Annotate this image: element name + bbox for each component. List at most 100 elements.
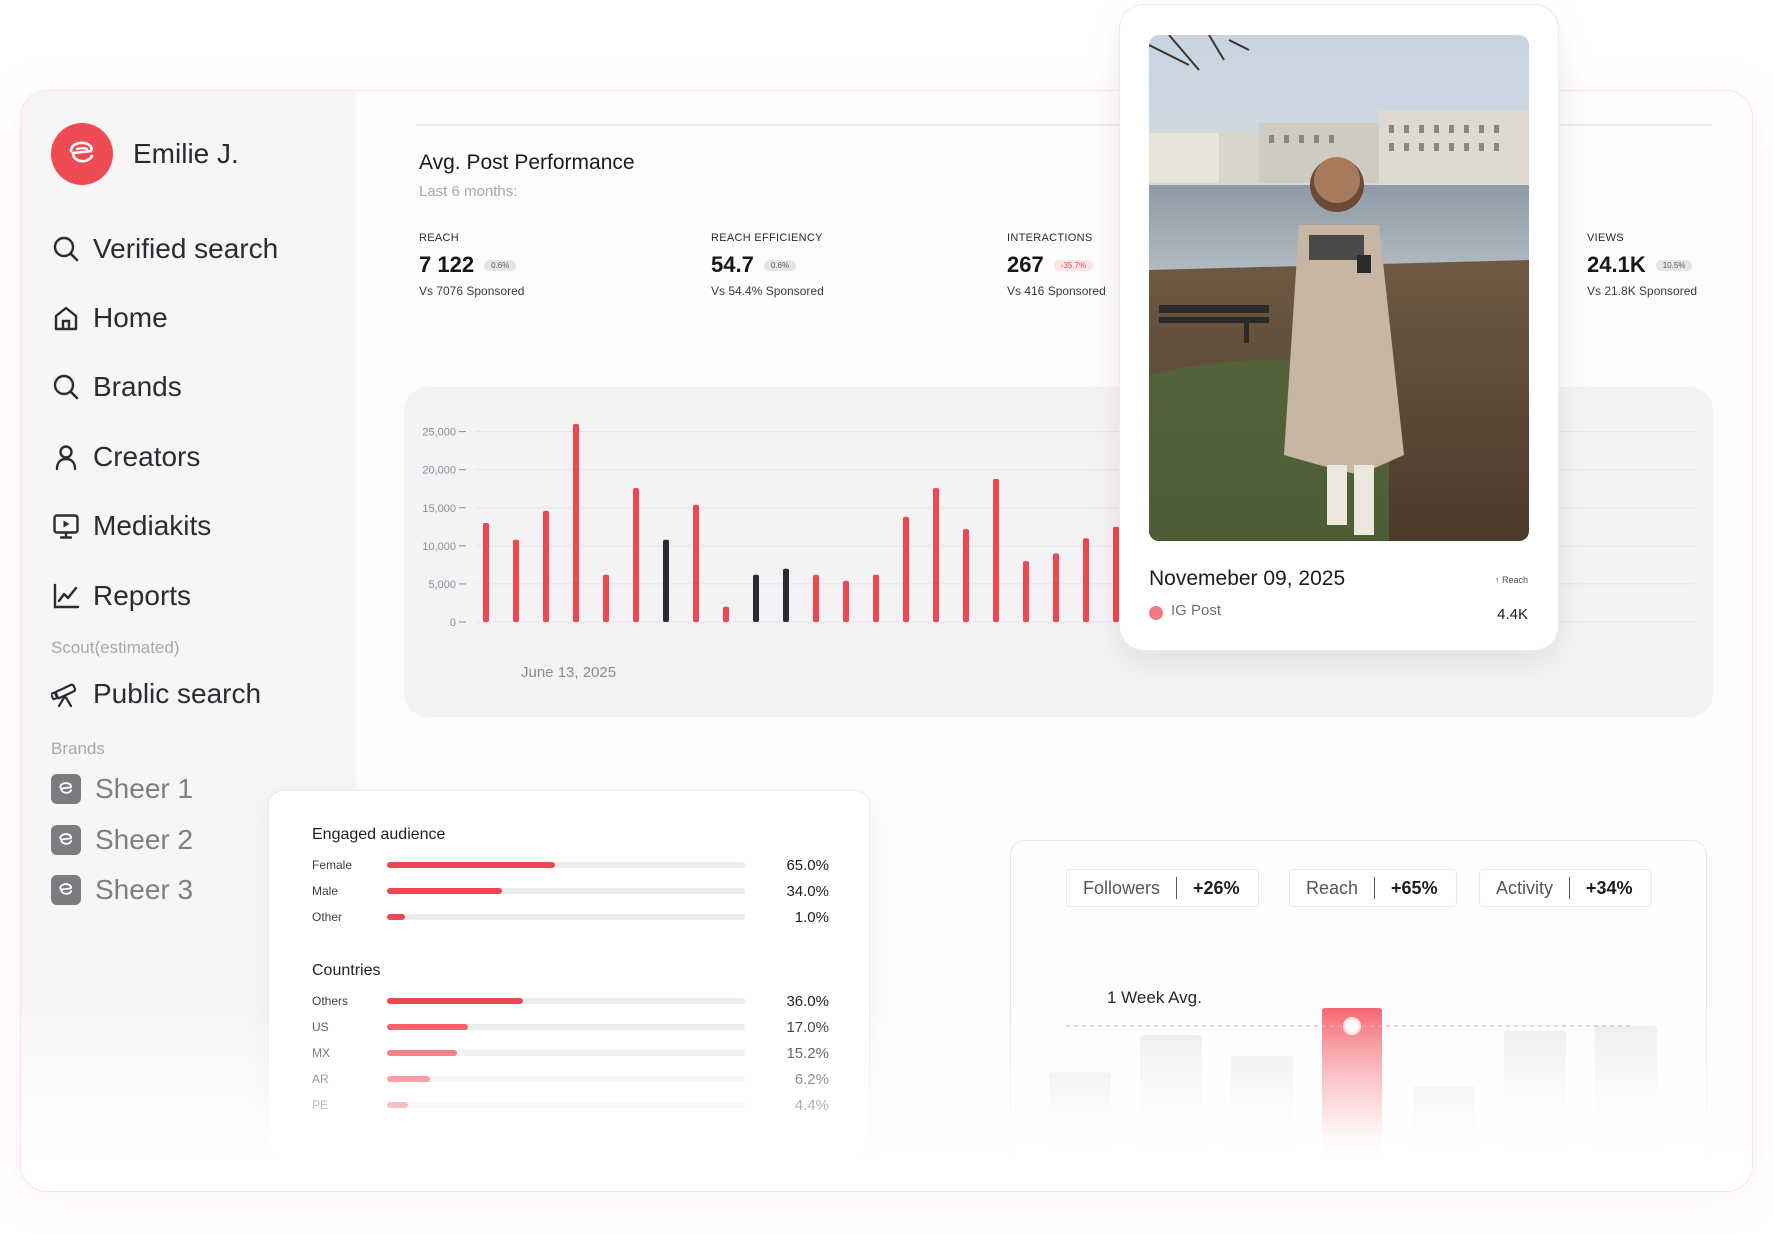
pill-value: +34% [1586, 877, 1633, 898]
chart-bar[interactable] [753, 574, 759, 622]
progress-track [387, 1024, 745, 1030]
countries-title: Countries [312, 962, 381, 979]
progress-track [387, 888, 745, 894]
post-photo[interactable] [1149, 35, 1529, 541]
chart-bar[interactable] [633, 487, 639, 622]
metric-interactions: INTERACTIONS 267 -35.7% Vs 416 Sponsored [1007, 232, 1106, 298]
nav-item-reports[interactable]: Reports [51, 561, 278, 630]
week-bar[interactable] [1231, 1056, 1293, 1176]
chart-bar[interactable] [933, 487, 939, 622]
brand-label: Sheer 3 [95, 874, 194, 906]
nav-item-home[interactable]: Home [51, 283, 278, 352]
brand-logo-icon [51, 774, 81, 805]
country-row: PE 4.4% [312, 1095, 832, 1115]
reach-pill[interactable]: Reach +65% [1289, 869, 1457, 907]
pill-value: +26% [1193, 877, 1240, 898]
audience-percent: 65.0% [786, 856, 829, 874]
chart-bar[interactable] [1023, 561, 1029, 622]
home-icon [51, 303, 81, 333]
country-label: Others [312, 994, 349, 1008]
logo-icon [69, 141, 94, 163]
country-label: PE [312, 1098, 329, 1112]
metric-label: REACH EFFICIENCY [711, 232, 823, 244]
post-card[interactable]: Novemeber 09, 2025 ↑ Reach IG Post 4.4K [1120, 5, 1558, 650]
post-type: IG Post [1171, 602, 1222, 619]
country-label: US [312, 1020, 329, 1034]
week-bar[interactable] [1140, 1035, 1202, 1176]
country-percent: 4.4% [794, 1096, 829, 1114]
metric-reach: REACH 7 122 0.6% Vs 7076 Sponsored [419, 232, 524, 298]
pill-divider [1176, 877, 1178, 899]
week-bar[interactable] [1413, 1086, 1475, 1176]
country-row: AR 6.2% [312, 1069, 832, 1089]
week-bar[interactable] [1504, 1030, 1566, 1177]
progress-track [387, 862, 745, 868]
audience-card: Engaged audience Female 65.0% Male 34.0%… [269, 791, 869, 1161]
post-type-dot-icon [1149, 606, 1163, 620]
post-date: Novemeber 09, 2025 [1149, 567, 1346, 590]
followers-pill[interactable]: Followers +26% [1066, 869, 1259, 907]
nav-item-brands[interactable]: Brands [51, 353, 278, 422]
progress-fill [387, 888, 502, 894]
average-marker-dot [1346, 1020, 1358, 1032]
brand-item[interactable]: Sheer 3 [51, 865, 193, 916]
nav-item-public-search[interactable]: Public search [51, 659, 261, 728]
chart-bar[interactable] [813, 574, 819, 622]
audience-row: Male 34.0% [312, 881, 832, 901]
metric-comparison: Vs 21.8K Sponsored [1587, 284, 1698, 298]
chart-bar[interactable] [843, 580, 849, 622]
chart-bar[interactable] [873, 574, 879, 622]
nav-label: Creators [93, 440, 201, 472]
activity-pill[interactable]: Activity +34% [1479, 869, 1652, 907]
progress-track [387, 914, 745, 920]
nav-item-creators[interactable]: Creators [51, 422, 278, 491]
chart-bar[interactable] [963, 529, 969, 622]
audience-label: Male [312, 884, 339, 898]
scout-section-label: Scout(estimated) [51, 638, 180, 657]
profile[interactable]: Emilie J. [51, 123, 239, 185]
nav-label: Verified search [93, 232, 279, 264]
metric-comparison: Vs 54.4% Sponsored [711, 284, 824, 298]
progress-fill [387, 914, 405, 920]
progress-track [387, 998, 745, 1004]
brands-section-label: Brands [51, 739, 105, 758]
week-bar[interactable] [1049, 1072, 1111, 1177]
audience-percent: 1.0% [794, 908, 829, 926]
progress-fill [387, 998, 524, 1004]
chart-bar[interactable] [1053, 553, 1059, 622]
chart-bar[interactable] [603, 574, 609, 622]
chart-bar[interactable] [1083, 538, 1089, 622]
y-tick-label: 25,000 [422, 427, 456, 439]
week-bar[interactable] [1595, 1026, 1657, 1176]
pill-divider [1374, 877, 1376, 899]
section-title: Avg. Post Performance [419, 151, 635, 174]
country-percent: 17.0% [786, 1018, 829, 1036]
chart-bar[interactable] [723, 606, 729, 622]
chart-bar[interactable] [993, 478, 999, 622]
pill-label: Reach [1306, 877, 1359, 898]
chart-bar[interactable] [543, 510, 549, 622]
brand-item[interactable]: Sheer 1 [51, 764, 193, 815]
chart-bar[interactable] [513, 539, 519, 622]
nav-item-mediakits[interactable]: Mediakits [51, 492, 278, 561]
chart-bar[interactable] [1113, 526, 1119, 622]
chart-bar[interactable] [483, 523, 489, 622]
pill-divider [1569, 877, 1571, 899]
pill-label: Activity [1496, 877, 1554, 898]
nav-item-verified-search[interactable]: Verified search [51, 214, 278, 283]
chart-bar[interactable] [693, 504, 699, 622]
audience-row: Other 1.0% [312, 907, 832, 927]
chart-bar[interactable] [903, 516, 909, 622]
main-nav: Verified search Home Brands Creators [51, 214, 278, 630]
country-label: AR [312, 1072, 329, 1086]
y-tick-label: 20,000 [422, 465, 456, 477]
y-tick-label: 10,000 [422, 541, 456, 553]
brand-item[interactable]: Sheer 2 [51, 815, 193, 866]
metric-value: 24.1K [1587, 252, 1646, 277]
chart-bar[interactable] [663, 539, 669, 622]
section-subtitle: Last 6 months: [419, 183, 518, 200]
nav-label: Public search [93, 677, 262, 709]
chart-bar[interactable] [573, 424, 579, 622]
chart-bar[interactable] [783, 568, 789, 622]
progress-fill [387, 1102, 409, 1108]
